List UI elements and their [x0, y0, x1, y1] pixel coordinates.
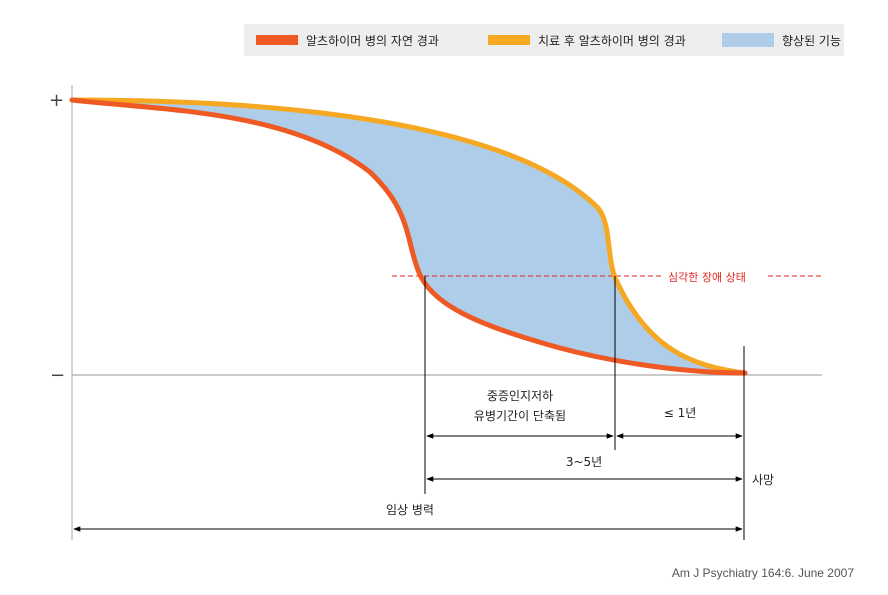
legend-swatch-treated [488, 35, 530, 45]
legend-item-improved: 향상된 기능 [722, 24, 841, 56]
shortened-label-line2: 유병기간이 단축됨 [474, 409, 566, 423]
treated-course-line [69, 97, 748, 376]
threshold-label: 심각한 장애 상태 [668, 271, 746, 284]
legend-swatch-natural [256, 35, 298, 45]
legend-item-treated: 치료 후 알츠하이머 병의 경과 [488, 24, 686, 56]
legend-label-natural: 알츠하이머 병의 자연 경과 [306, 33, 439, 48]
y-axis-minus: − [50, 365, 65, 386]
legend-label-improved: 향상된 기능 [782, 33, 842, 48]
natural-course-line [69, 97, 748, 376]
three-five-years-label: 3~5년 [566, 455, 602, 469]
legend: 알츠하이머 병의 자연 경과 치료 후 알츠하이머 병의 경과 향상된 기능 [244, 24, 844, 56]
y-axis-plus: + [49, 90, 64, 111]
legend-swatch-improved [722, 33, 774, 47]
death-label: 사망 [752, 473, 774, 487]
legend-item-natural: 알츠하이머 병의 자연 경과 [256, 24, 439, 56]
source-citation: Am J Psychiatry 164:6. June 2007 [671, 566, 854, 580]
shortened-label-line1: 중증인지저하 [487, 389, 553, 403]
legend-label-treated: 치료 후 알츠하이머 병의 경과 [538, 33, 686, 48]
clinical-course-label: 임상 병력 [386, 503, 434, 517]
last-year-label: ≤ 1년 [664, 406, 697, 420]
improved-function-area [72, 100, 745, 373]
